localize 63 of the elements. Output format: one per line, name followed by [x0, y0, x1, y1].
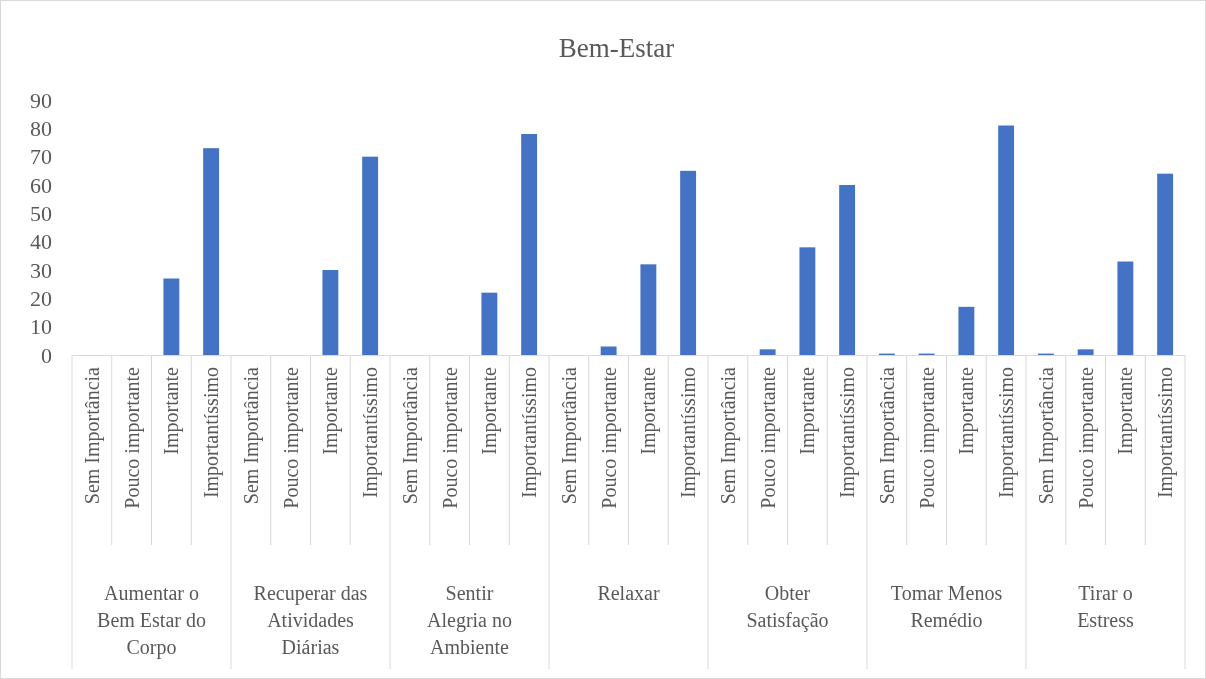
bar	[521, 134, 538, 355]
text: Sentir Alegria no Ambiente	[427, 582, 512, 658]
bar	[1157, 173, 1174, 355]
bar	[998, 125, 1015, 355]
x-tick-label: Importantíssimo	[995, 367, 1019, 499]
bar	[362, 156, 379, 355]
x-tick-label: Importante	[478, 366, 502, 455]
bar	[759, 349, 776, 355]
bar	[680, 170, 697, 355]
text: Obter Satisfação	[746, 582, 829, 632]
x-tick-label: Importante	[160, 366, 184, 455]
chart-title: Bem-Estar	[558, 33, 675, 63]
y-tick-label: 90	[30, 87, 52, 113]
bar	[958, 306, 975, 355]
y-tick-label: 20	[30, 286, 52, 312]
y-tick-label: 60	[30, 172, 52, 198]
x-tick-label: Pouco importante	[915, 366, 939, 509]
bar	[600, 346, 617, 355]
x-tick-label: Sem Importância	[557, 366, 581, 505]
bar	[640, 264, 657, 355]
x-tick-label: Importantíssimo	[200, 367, 224, 499]
x-tick-label: Importante	[1114, 366, 1138, 455]
x-tick-label: Pouco importante	[756, 366, 780, 509]
x-tick-label: Sem Importância	[875, 366, 899, 505]
bar	[163, 278, 180, 355]
x-tick-label: Sem Importância	[716, 366, 740, 505]
bar	[1077, 349, 1094, 355]
x-tick-label: Importantíssimo	[836, 367, 860, 499]
text: Relaxar	[597, 582, 660, 604]
y-tick-label: 80	[30, 116, 52, 142]
x-tick-label: Pouco importante	[597, 366, 621, 509]
bar	[1117, 261, 1134, 355]
text: Tirar o Estress	[1077, 582, 1135, 631]
text: Tomar Menos Remédio	[890, 582, 1003, 631]
x-tick-label: Sem Importância	[398, 366, 422, 505]
x-tick-label: Pouco importante	[120, 366, 144, 509]
x-tick-label: Sem Importância	[80, 366, 104, 505]
x-tick-label: Importante	[796, 366, 820, 455]
bar	[839, 185, 856, 355]
x-tick-label: Importantíssimo	[359, 367, 383, 499]
x-tick-label: Importante	[319, 366, 343, 455]
bar	[799, 247, 816, 355]
x-tick-label: Sem Importância	[239, 366, 263, 505]
bar	[203, 148, 220, 355]
x-tick-label: Importante	[955, 366, 979, 455]
y-tick-label: 10	[30, 314, 52, 340]
y-tick-label: 50	[30, 201, 52, 227]
y-tick-label: 70	[30, 144, 52, 170]
x-tick-label: Importantíssimo	[518, 367, 542, 499]
bar	[322, 270, 339, 355]
bar	[481, 292, 498, 355]
x-tick-label: Pouco importante	[279, 366, 303, 509]
x-tick-label: Pouco importante	[438, 366, 462, 509]
y-tick-label: 0	[41, 342, 52, 368]
text: Recuperar das Atividades Diárias	[253, 582, 368, 658]
x-tick-label: Importantíssimo	[1154, 367, 1178, 499]
x-tick-label: Importante	[637, 366, 661, 455]
x-tick-label: Importantíssimo	[677, 367, 701, 499]
y-tick-label: 30	[30, 257, 52, 283]
y-tick-label: 40	[30, 229, 52, 255]
x-tick-label: Sem Importância	[1034, 366, 1058, 505]
x-tick-label: Pouco importante	[1074, 366, 1098, 509]
text: Aumentar o Bem Estar do Corpo	[97, 582, 206, 659]
